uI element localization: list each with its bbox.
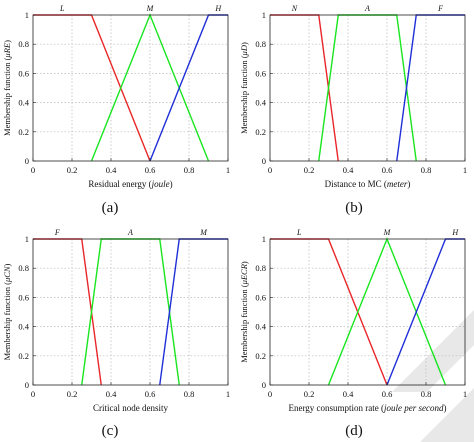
x-tick-label: 0.2	[67, 165, 78, 175]
y-tick-label: 0	[25, 380, 29, 390]
x-tick-label: 0.8	[184, 165, 195, 175]
y-axis-label: Membership function (μCN)	[2, 263, 12, 360]
y-tick-label: 0.6	[18, 68, 29, 78]
y-tick-label: 1	[25, 234, 29, 244]
plot-frame	[269, 14, 466, 162]
caption-b: (b)	[345, 200, 363, 216]
x-tick-label: 0	[31, 389, 35, 399]
y-axis-label: Membership function (μECR)	[239, 261, 249, 363]
series-label-A: A	[364, 4, 370, 13]
series-label-M: M	[199, 228, 208, 237]
x-tick-label: 0.6	[145, 165, 156, 175]
x-axis-label: Energy consumption rate (joule per secon…	[288, 403, 446, 413]
series-label-A: A	[127, 228, 133, 237]
chart-panel-b: N A F 0 0.2 0.4 0.6 0.8 1 0 0.2 0.4 0.6 0.8 1 Distance …	[237, 0, 474, 190]
series-label-L: L	[59, 4, 65, 13]
series-line-A	[318, 14, 417, 162]
chart-d: L M H 0 0.2 0.4 0.6 0.8 1 0 0.2 0.4 0.6 0.8 1 Energy co…	[239, 228, 467, 413]
x-tick-label: 0.8	[184, 389, 195, 399]
y-tick-label: 0.2	[255, 127, 266, 137]
y-tick-label: 0.2	[18, 127, 29, 137]
series-label-F: F	[437, 4, 443, 13]
series-label-N: N	[291, 4, 298, 13]
plot-frame	[32, 238, 229, 386]
y-tick-label: 0.4	[255, 98, 266, 108]
y-tick-label: 0.2	[18, 351, 29, 361]
x-tick-label: 0	[268, 389, 272, 399]
chart-panel-a: L M H 0 0.2 0.4 0.6 0.8 1 0 0.2 0.4 0.6 0.8 1 Residual …	[0, 0, 237, 190]
x-tick-label: 0.8	[421, 165, 432, 175]
y-tick-label: 1	[25, 10, 29, 20]
caption-c: (c)	[101, 423, 119, 439]
y-tick-label: 0.6	[18, 292, 29, 302]
x-axis-label: Residual energy (joule)	[88, 179, 172, 189]
x-tick-label: 0.2	[304, 389, 315, 399]
x-tick-label: 0.6	[145, 389, 156, 399]
series-label-L: L	[296, 228, 302, 237]
x-tick-label: 1	[226, 389, 230, 399]
series-line-L	[270, 238, 388, 386]
x-tick-label: 1	[463, 165, 467, 175]
y-tick-label: 0	[262, 380, 266, 390]
plot-frame	[269, 238, 466, 386]
x-tick-label: 0.4	[343, 165, 354, 175]
x-tick-label: 0.2	[67, 389, 78, 399]
x-tick-label: 0.4	[106, 389, 117, 399]
series-label-H: H	[451, 228, 459, 237]
y-tick-label: 0.8	[255, 263, 266, 273]
series-label-F: F	[54, 228, 60, 237]
plot-frame	[32, 14, 229, 162]
caption-a: (a)	[101, 200, 119, 216]
x-tick-label: 0.6	[382, 165, 393, 175]
y-tick-label: 0.6	[255, 292, 266, 302]
x-axis-label: Critical node density	[93, 403, 168, 413]
y-tick-label: 0.2	[255, 351, 266, 361]
chart-panel-c: F A M 0 0.2 0.4 0.6 0.8 1 0 0.2 0.4 0.6 0.8 1 Critical …	[0, 224, 237, 414]
x-tick-label: 0	[31, 165, 35, 175]
series-line-M	[159, 238, 228, 386]
y-tick-label: 0.8	[18, 39, 29, 49]
y-tick-label: 0.6	[255, 68, 266, 78]
chart-c: F A M 0 0.2 0.4 0.6 0.8 1 0 0.2 0.4 0.6 0.8 1 Critical …	[2, 228, 230, 413]
x-tick-label: 0.6	[382, 389, 393, 399]
series-line-A	[81, 238, 180, 386]
y-tick-label: 1	[262, 10, 266, 20]
x-tick-label: 0	[268, 165, 272, 175]
caption-d: (d)	[345, 423, 363, 439]
x-tick-label: 1	[226, 165, 230, 175]
x-tick-label: 0.8	[421, 389, 432, 399]
x-tick-label: 0.4	[343, 389, 354, 399]
y-tick-label: 0	[25, 156, 29, 166]
y-tick-label: 0.4	[255, 322, 266, 332]
x-tick-label: 0.2	[304, 165, 315, 175]
y-tick-label: 0.8	[18, 263, 29, 273]
y-tick-label: 0.4	[18, 322, 29, 332]
chart-a: L M H 0 0.2 0.4 0.6 0.8 1 0 0.2 0.4 0.6 0.8 1 Residual …	[2, 4, 230, 189]
series-line-F	[396, 14, 465, 162]
x-tick-label: 0.4	[106, 165, 117, 175]
series-label-H: H	[214, 4, 222, 13]
y-tick-label: 0.4	[18, 98, 29, 108]
series-line-L	[33, 14, 151, 162]
x-axis-label: Distance to MC (meter)	[325, 179, 411, 189]
chart-b: N A F 0 0.2 0.4 0.6 0.8 1 0 0.2 0.4 0.6 0.8 1 Distance …	[239, 4, 467, 189]
series-label-M: M	[146, 4, 155, 13]
x-tick-label: 1	[463, 389, 467, 399]
y-tick-label: 0.8	[255, 39, 266, 49]
chart-panel-d: L M H 0 0.2 0.4 0.6 0.8 1 0 0.2 0.4 0.6 0.8 1 Energy co…	[237, 224, 474, 414]
y-axis-label: Membership function (μRE)	[2, 40, 12, 136]
y-tick-label: 1	[262, 234, 266, 244]
y-tick-label: 0	[262, 156, 266, 166]
y-axis-label: Membership function (μD)	[239, 42, 249, 134]
series-label-M: M	[383, 228, 392, 237]
